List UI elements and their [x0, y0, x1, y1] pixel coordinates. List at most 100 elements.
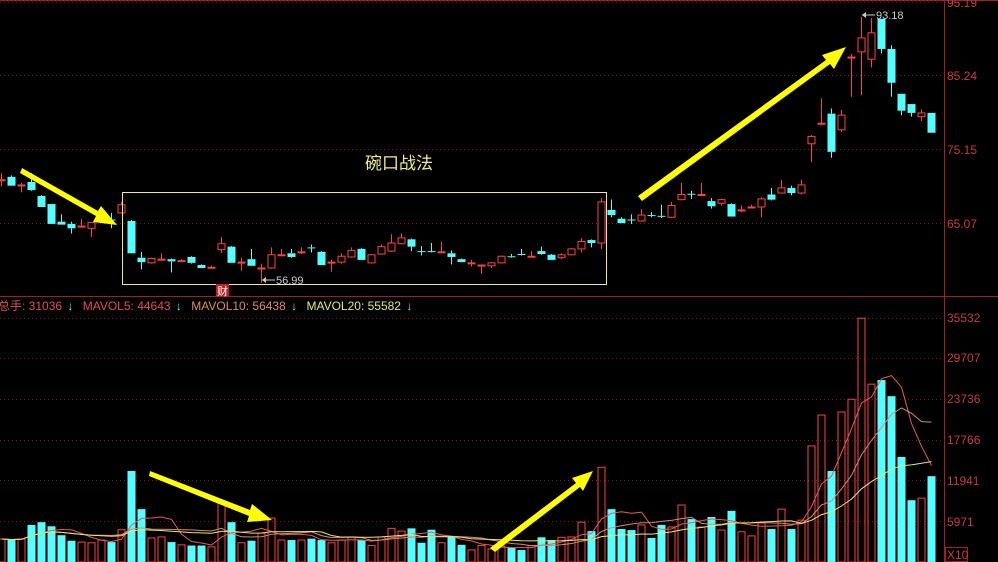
candle-body — [247, 259, 256, 266]
candle-body — [307, 247, 316, 249]
candle-body — [657, 215, 666, 217]
candle-body — [397, 237, 406, 245]
candle-body — [747, 206, 756, 209]
candle — [397, 233, 406, 245]
volume-tick: 11941 — [947, 474, 980, 488]
candle-body — [547, 254, 556, 260]
candle — [217, 237, 226, 254]
volume-tick: 5971 — [947, 515, 974, 529]
volume-bar — [337, 539, 346, 562]
candle — [767, 187, 776, 201]
mavol10-label: MAVOL10: 56438 — [191, 299, 286, 313]
candle-body — [847, 56, 856, 59]
candle — [0, 173, 6, 187]
volume-bar — [637, 524, 646, 562]
candle — [47, 204, 56, 224]
volume-bar — [657, 524, 666, 562]
volume-header: 总手: 31036 ↓ MAVOL5: 44643 ↓ MAVOL10: 564… — [0, 299, 412, 313]
candle — [377, 244, 386, 255]
volume-bar — [357, 540, 366, 562]
candle-body — [47, 204, 56, 224]
candle-body — [27, 182, 36, 191]
volume-bar — [237, 542, 246, 562]
candle-body — [467, 262, 476, 265]
volume-bar — [387, 527, 396, 562]
candle — [837, 109, 846, 133]
volume-bar — [827, 471, 836, 562]
candle — [747, 204, 756, 209]
volume-bar — [877, 380, 886, 562]
candle-body — [407, 239, 416, 247]
volume-bar — [147, 537, 156, 562]
candle-body — [447, 253, 456, 257]
arrow-down-right-icon — [149, 471, 272, 522]
candle-body — [457, 259, 466, 263]
candle-body — [437, 251, 446, 254]
candle-body — [197, 265, 206, 268]
volume-bar — [107, 542, 116, 562]
candle-body — [477, 264, 486, 267]
candle-body — [597, 201, 606, 244]
candle — [407, 238, 416, 252]
candle — [337, 253, 346, 264]
candle-body — [567, 248, 576, 256]
candle — [317, 251, 326, 266]
volume-bar — [347, 536, 356, 562]
candle-body — [797, 184, 806, 194]
candle — [777, 179, 786, 194]
candle-body — [607, 209, 616, 216]
candle — [647, 212, 656, 218]
volume-bar — [167, 542, 176, 562]
volume-bar — [797, 519, 806, 562]
candle-body — [227, 246, 236, 263]
total-volume-label: 总手: 31036 — [0, 299, 62, 313]
candle-body — [367, 254, 376, 264]
candle — [897, 93, 906, 116]
candle — [197, 264, 206, 268]
candle — [87, 221, 96, 238]
candle — [857, 16, 866, 96]
candle — [177, 259, 186, 263]
volume-bar — [77, 541, 86, 562]
candle — [577, 237, 586, 253]
volume-bar — [807, 445, 816, 562]
mavol10-line — [1, 407, 932, 547]
volume-bar — [507, 547, 516, 562]
candle — [537, 246, 546, 255]
volume-bar — [907, 500, 916, 562]
price-tick: 95.19 — [947, 0, 977, 10]
volume-bar — [327, 542, 336, 562]
candle — [677, 182, 686, 201]
candle — [417, 245, 426, 256]
candle-body — [57, 221, 66, 225]
arrow-left-icon — [262, 277, 266, 283]
candle — [567, 248, 576, 256]
candle-body — [927, 112, 936, 133]
volume-bar — [157, 536, 166, 562]
candle-body — [727, 204, 736, 217]
candle-body — [87, 221, 96, 229]
candle — [167, 258, 176, 273]
candle-body — [77, 225, 86, 228]
candle — [887, 45, 896, 97]
volume-bar — [427, 529, 436, 562]
candle-body — [697, 193, 706, 196]
volume-bar — [27, 524, 36, 562]
candle — [447, 250, 456, 265]
price-tick: 85.24 — [947, 69, 977, 83]
mavol20-line — [1, 461, 932, 542]
mavol5-label: MAVOL5: 44643 — [83, 299, 171, 313]
bowl-highlight-box — [122, 192, 607, 285]
candle-body — [237, 261, 246, 264]
annotation-title: 碗口战法 — [365, 154, 433, 174]
svg-text:56.99: 56.99 — [276, 275, 304, 287]
candle-body — [357, 248, 366, 260]
candle — [717, 198, 726, 206]
candle-body — [7, 176, 16, 186]
candle-body — [677, 193, 686, 201]
candle-body — [557, 254, 566, 259]
candle-body — [617, 218, 626, 224]
candle — [147, 257, 156, 264]
volume-bar — [277, 539, 286, 562]
